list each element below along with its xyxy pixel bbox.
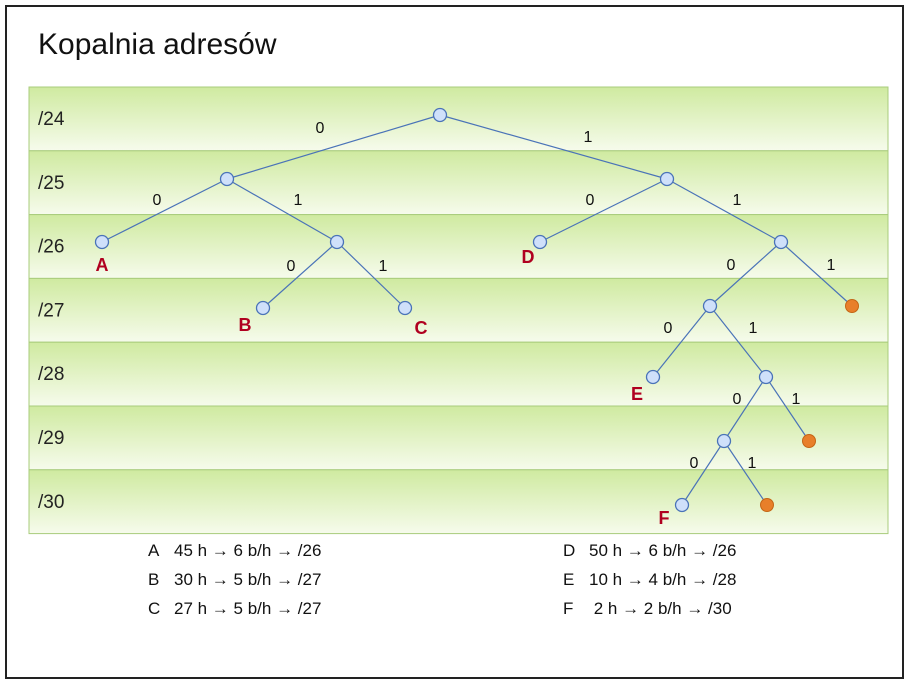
edge-bit-label: 1 <box>749 320 758 337</box>
legend-key: C <box>148 599 161 618</box>
tree-node <box>329 234 345 250</box>
edge-bit-label: 0 <box>153 192 162 209</box>
legend-row-c: C 27 h → 5 b/h → /27 <box>148 599 321 619</box>
prefix-level-label: /26 <box>38 237 64 258</box>
exhausted-prefix-node <box>845 299 859 313</box>
edge-bit-label: 0 <box>727 257 736 274</box>
tree-node <box>716 433 732 449</box>
tree-edge-n25L-A <box>101 178 228 243</box>
tree-node <box>219 171 235 187</box>
edge-bit-label: 0 <box>690 455 699 472</box>
edge-bit-label: 1 <box>379 258 388 275</box>
leaf-label-f: F <box>659 508 670 528</box>
prefix-band-28 <box>28 341 889 407</box>
slide-title: Kopalnia adresów <box>38 28 277 61</box>
legend-key: B <box>148 570 160 589</box>
legend-key: A <box>148 541 160 560</box>
tree-edge-n28R-o29 <box>765 376 810 442</box>
edge-bit-label: 0 <box>586 192 595 209</box>
legend-row-b: B 30 h → 5 b/h → /27 <box>148 570 321 590</box>
legend-row-d: D 50 h → 6 b/h → /26 <box>563 541 736 561</box>
edge-bit-label: 1 <box>748 455 757 472</box>
edge-bit-label: 1 <box>827 257 836 274</box>
tree-edge-n29L-o30 <box>723 440 768 506</box>
prefix-level-label: /28 <box>38 364 64 385</box>
tree-edge-n25L-n26LR <box>226 178 338 243</box>
prefix-band-26 <box>28 214 889 279</box>
prefix-band-27 <box>28 277 889 343</box>
legend-key: E <box>563 570 575 589</box>
allocated-node-f <box>674 497 690 513</box>
prefix-level-label: /24 <box>38 109 65 130</box>
legend-row-e: E 10 h → 4 b/h → /28 <box>563 570 736 590</box>
tree-edge-n28R-n29L <box>723 376 767 442</box>
tree-node <box>659 171 675 187</box>
prefix-band-30 <box>28 469 889 535</box>
tree-node <box>432 107 448 123</box>
tree-node <box>702 298 718 314</box>
prefix-band-24 <box>28 86 889 152</box>
tree-edge-n27RL-n28R <box>709 305 767 378</box>
allocated-node-a <box>94 234 110 250</box>
tree-node <box>758 369 774 385</box>
edge-bit-label: 1 <box>733 192 742 209</box>
edge-bit-label: 1 <box>792 391 801 408</box>
exhausted-prefix-node <box>760 498 774 512</box>
edge-bit-label: 0 <box>287 258 296 275</box>
leaf-label-e: E <box>631 384 643 404</box>
tree-edge-n24-n25R <box>439 114 668 180</box>
edge-bit-label: 0 <box>664 320 673 337</box>
tree-edge-n26RR-o27 <box>780 241 853 307</box>
edge-bit-label: 1 <box>584 129 593 146</box>
allocated-node-c <box>397 300 413 316</box>
prefix-level-label: /29 <box>38 428 64 449</box>
legend-key: F <box>563 599 574 618</box>
tree-edge-n25R-D <box>539 178 668 243</box>
allocated-node-d <box>532 234 548 250</box>
edge-bit-label: 0 <box>733 391 742 408</box>
prefix-level-label: /27 <box>38 300 64 321</box>
legend-text: 27 h → 5 b/h → /27 <box>174 599 322 618</box>
legend-row-f: F 2 h → 2 b/h → /30 <box>563 599 732 619</box>
leaf-label-c: C <box>415 318 428 338</box>
tree-edge-n26RR-n27RL <box>709 241 782 307</box>
legend-text: 45 h → 6 b/h → /26 <box>174 541 322 560</box>
prefix-level-label: /25 <box>38 173 64 194</box>
tree-edge-n27RL-E <box>652 305 711 378</box>
tree-edge-n29L-F <box>681 440 725 506</box>
prefix-level-label: /30 <box>38 492 64 513</box>
exhausted-prefix-node <box>802 434 816 448</box>
tree-node <box>773 234 789 250</box>
legend-text: 50 h → 6 b/h → /26 <box>589 541 737 560</box>
prefix-band-25 <box>28 150 889 216</box>
legend-text: 30 h → 5 b/h → /27 <box>174 570 322 589</box>
tree-edge-n26LR-C <box>336 241 406 309</box>
prefix-band-29 <box>28 405 889 471</box>
leaf-label-a: A <box>96 255 109 275</box>
edge-bit-label: 0 <box>316 120 325 137</box>
tree-edge-n26LR-B <box>262 241 338 309</box>
legend-text: 2 h → 2 b/h → /30 <box>589 599 732 618</box>
tree-edge-n25R-n26RR <box>666 178 782 243</box>
legend-key: D <box>563 541 576 560</box>
edge-bit-label: 1 <box>294 192 303 209</box>
legend-text: 10 h → 4 b/h → /28 <box>589 570 737 589</box>
tree-edge-n24-n25L <box>226 114 441 180</box>
allocated-node-b <box>255 300 271 316</box>
legend-row-a: A 45 h → 6 b/h → /26 <box>148 541 321 561</box>
leaf-label-b: B <box>239 315 252 335</box>
leaf-label-d: D <box>522 247 535 267</box>
allocated-node-e <box>645 369 661 385</box>
